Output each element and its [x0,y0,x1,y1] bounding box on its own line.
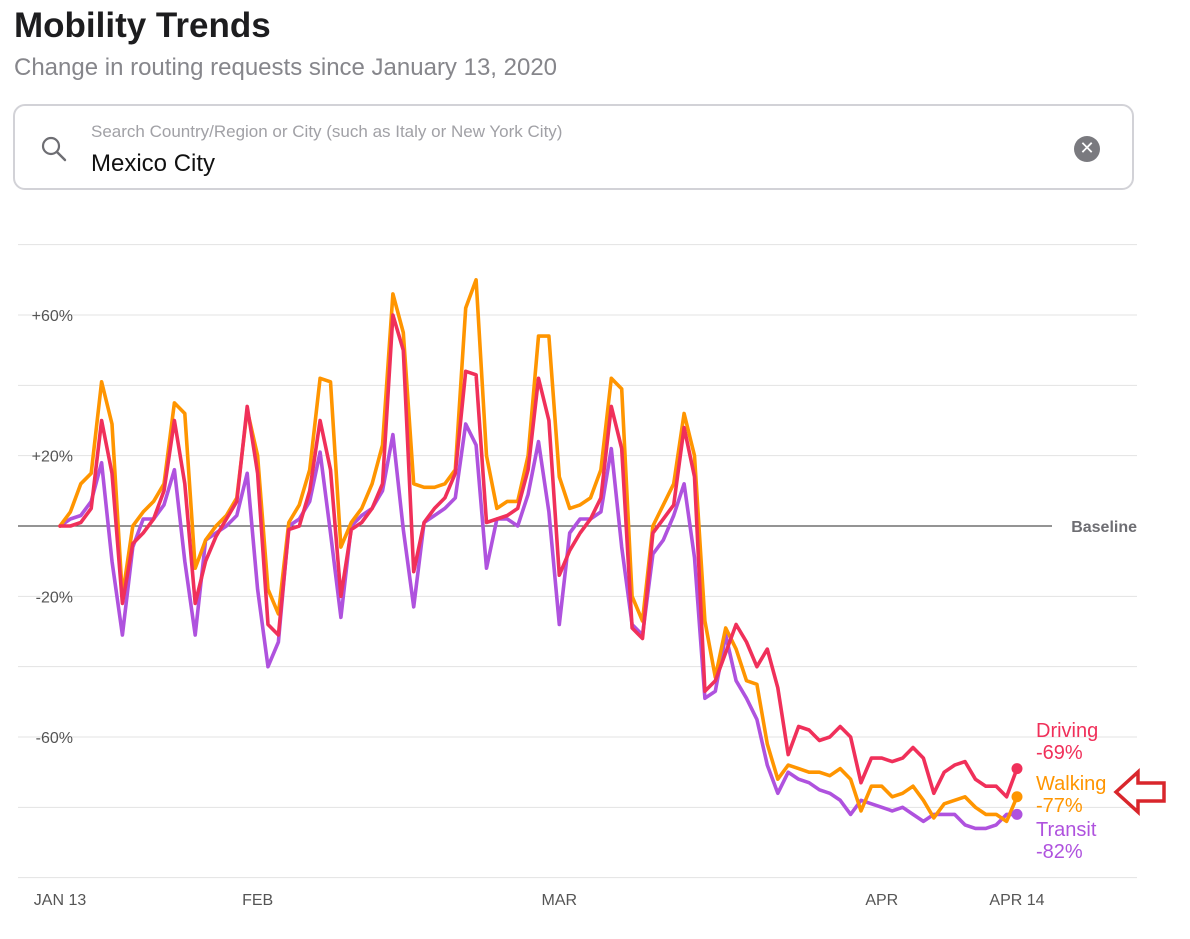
end-label-name: Walking [1036,773,1106,795]
end-point-transit [1011,808,1023,820]
mobility-chart: Baseline +60% +20% -20% -60% JAN 13 FEB MAR APR A… [18,244,1137,909]
x-tick-label: FEB [242,892,273,909]
end-label-value: -77% [1036,795,1083,817]
x-tick-label: APR 14 [989,892,1044,909]
series-line-driving [58,313,1019,799]
y-tick-label: +20% [32,449,73,466]
end-label-name: Transit [1036,819,1097,841]
magnifier-icon [41,136,67,162]
series-line-walking [58,278,1019,824]
y-tick-label: -60% [36,730,73,747]
x-tick-label: JAN 13 [34,892,87,909]
search-box[interactable]: Search Country/Region or City (such as I… [13,104,1134,190]
search-placeholder: Search Country/Region or City (such as I… [91,122,563,141]
search-input[interactable]: Mexico City [91,150,216,177]
baseline-label: Baseline [1071,519,1137,536]
x-tick-label: MAR [542,892,578,909]
page-title: Mobility Trends [14,6,271,45]
x-tick-label: APR [865,892,898,909]
page-subtitle: Change in routing requests since January… [14,54,558,81]
end-label-value: -82% [1036,841,1083,863]
close-circle-icon[interactable]: ✕ [1074,136,1100,162]
end-label-value: -69% [1036,742,1083,764]
end-point-walking [1011,791,1023,803]
red-arrow-annotation [1113,768,1166,816]
series-line-transit [58,422,1019,831]
y-tick-label: -20% [36,589,73,606]
y-tick-label: +60% [32,308,73,325]
end-label-name: Driving [1036,720,1098,742]
end-point-driving [1011,763,1023,775]
